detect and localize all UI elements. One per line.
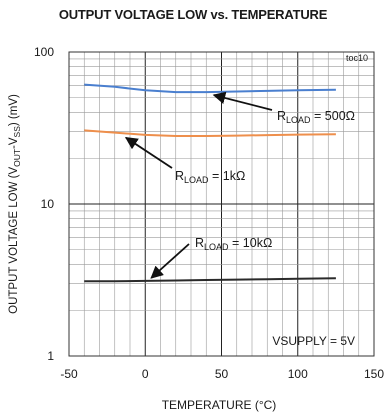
x-tick-labels: -50 0 50 100 150 xyxy=(60,367,384,381)
y-axis-label-part-5: ) (mV) xyxy=(8,94,20,126)
series-label-3: RLOAD = 10kΩ xyxy=(195,236,272,252)
y-axis-label: OUTPUT VOLTAGE LOW (VOUT-VSS) (mV) xyxy=(8,94,22,314)
y-axis-label-part-2: OUT xyxy=(12,149,22,167)
series-label-sub: LOAD xyxy=(184,175,209,185)
series-label-1: RLOAD = 500Ω xyxy=(277,109,355,125)
figure-tag: toc10 xyxy=(346,53,368,63)
series-label-sub: LOAD xyxy=(286,115,311,125)
y-tick-label: 1 xyxy=(47,349,54,363)
series-label-2: RLOAD = 1kΩ xyxy=(175,169,245,185)
series-line-3 xyxy=(84,277,336,283)
annotation-arrow-3 xyxy=(150,243,190,279)
plot-frame xyxy=(68,51,375,357)
x-axis-label: TEMPERATURE (°C) xyxy=(161,398,277,412)
series-label-rest: = 500Ω xyxy=(311,109,355,123)
y-axis-label-part-3: -V xyxy=(8,137,20,149)
x-tick-label: 0 xyxy=(142,367,149,381)
vsupply-annotation: VSUPPLY = 5V xyxy=(272,334,355,348)
series-line-2 xyxy=(84,129,336,137)
series-lines xyxy=(84,83,336,283)
chart-title: OUTPUT VOLTAGE LOW vs. TEMPERATURE xyxy=(58,7,328,22)
x-tick-label: 50 xyxy=(215,367,229,381)
series-label-main: R xyxy=(175,169,184,183)
y-tick-label: 10 xyxy=(41,197,55,211)
x-tick-label: -50 xyxy=(60,367,78,381)
annotation-arrows xyxy=(124,91,273,279)
y-axis-label-part-1: OUTPUT VOLTAGE LOW (V xyxy=(8,167,20,314)
annotation-arrow-2 xyxy=(124,136,173,169)
x-tick-label: 100 xyxy=(288,367,308,381)
series-label-main: R xyxy=(195,236,204,250)
y-tick-labels: 1 10 100 xyxy=(34,45,54,363)
x-tick-label: 150 xyxy=(364,367,384,381)
y-tick-label: 100 xyxy=(34,45,54,59)
series-line-1 xyxy=(84,83,336,94)
annotation-arrow-1 xyxy=(212,91,273,111)
series-label-rest: = 10kΩ xyxy=(229,236,273,250)
y-axis-label-part-4: SS xyxy=(12,126,22,138)
series-label-rest: = 1kΩ xyxy=(209,169,246,183)
series-label-main: R xyxy=(277,109,286,123)
series-label-sub: LOAD xyxy=(204,242,229,252)
